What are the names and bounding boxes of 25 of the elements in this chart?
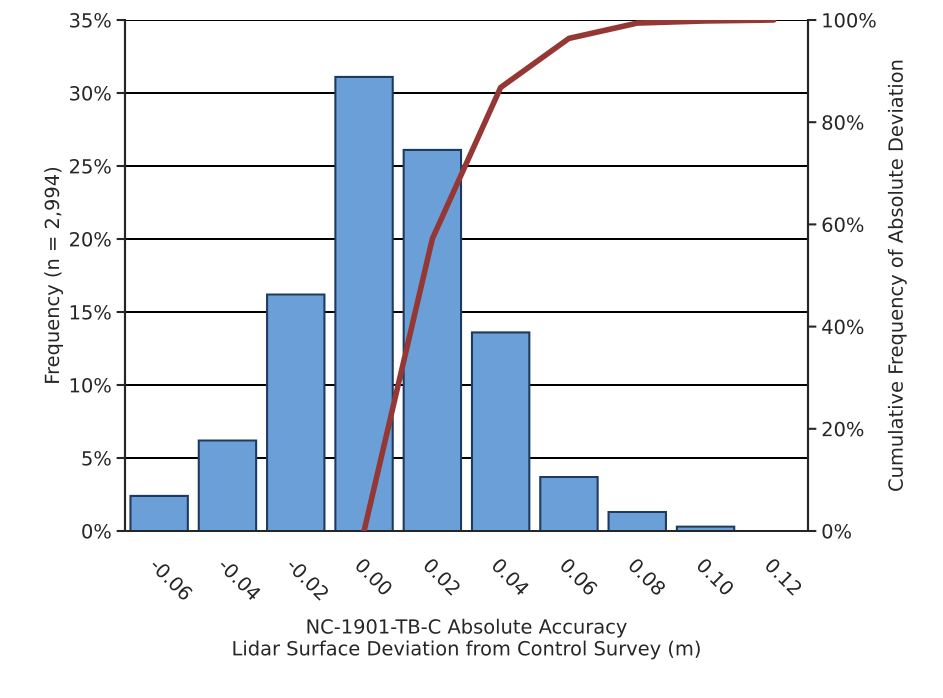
y-tick-label: 35%: [70, 12, 111, 28]
bar: [334, 76, 394, 531]
bar: [129, 494, 189, 531]
bar: [266, 293, 326, 531]
y2-tick-label: 80%: [822, 115, 864, 130]
y2-tick-label: 60%: [822, 217, 864, 232]
y2-tick-label: 100%: [823, 12, 876, 28]
y-axis-title: Frequency (n = 2,994): [44, 168, 64, 383]
y-tick-label: 5%: [82, 450, 111, 466]
y-tick-label: 25%: [70, 158, 111, 174]
y2-tick-label: 40%: [822, 320, 864, 334]
y2-tick-label: 20%: [822, 422, 864, 436]
x-axis-title: NC-1901-TB-C Absolute Accuracy Lidar Surface Deviation from Control Survey (m): [233, 618, 700, 660]
bar: [608, 510, 667, 531]
y-tick-label: 15%: [70, 304, 111, 320]
y-tick-label: 30%: [70, 86, 111, 101]
bar: [470, 331, 530, 531]
y-tick-label: 20%: [70, 232, 111, 247]
y-tick-label: 10%: [70, 378, 111, 393]
y2-axis-title: Cumulative Frequency of Absolute Deviation: [888, 60, 907, 491]
bar: [539, 476, 599, 531]
bar: [402, 148, 462, 531]
bar: [198, 439, 258, 531]
y-tick-label: 0%: [82, 524, 111, 539]
y2-tick-label: 0%: [822, 524, 851, 539]
